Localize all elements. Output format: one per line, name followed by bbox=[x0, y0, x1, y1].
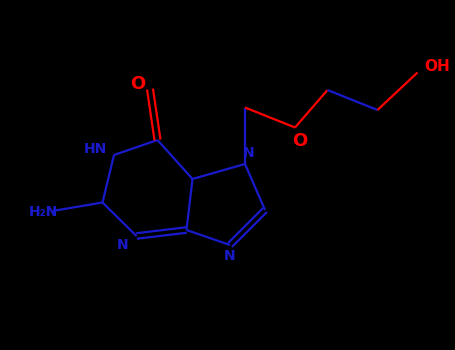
Text: O: O bbox=[293, 133, 308, 150]
Text: N: N bbox=[224, 249, 236, 263]
Text: OH: OH bbox=[425, 59, 450, 74]
Text: N: N bbox=[116, 238, 128, 252]
Text: HN: HN bbox=[83, 142, 106, 156]
Text: H₂N: H₂N bbox=[29, 205, 58, 219]
Text: N: N bbox=[243, 146, 255, 160]
Text: O: O bbox=[130, 75, 145, 93]
